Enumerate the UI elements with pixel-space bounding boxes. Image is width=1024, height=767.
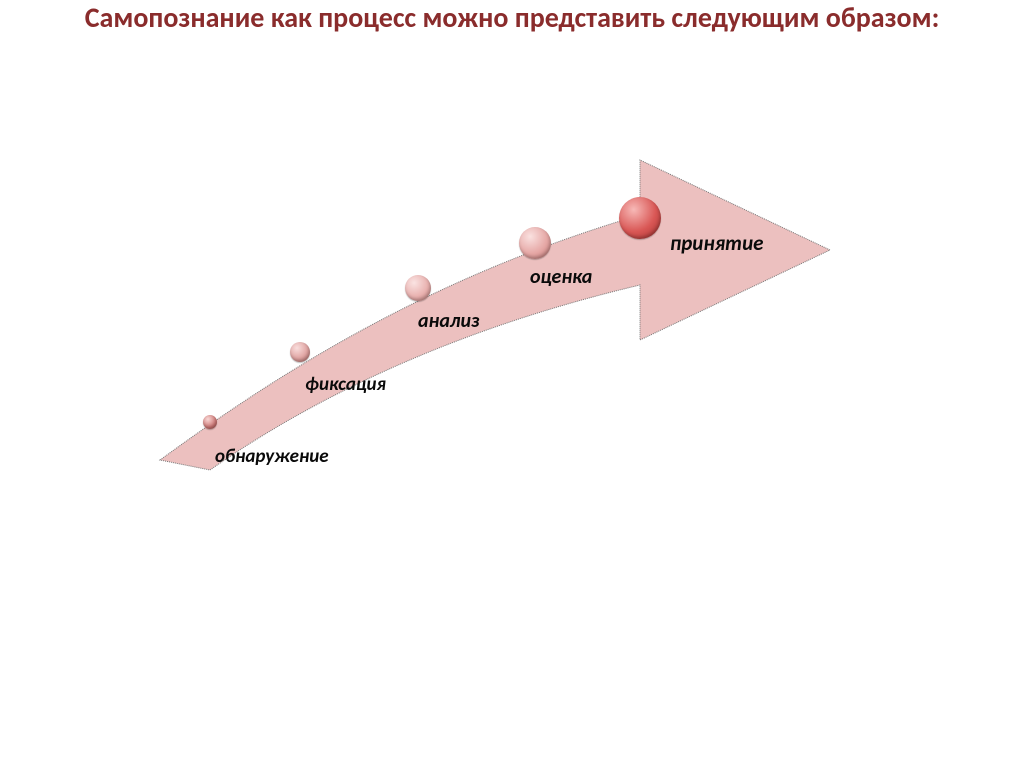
process-arrow: [0, 0, 1024, 767]
stage-label-fixation: фиксация: [305, 373, 386, 396]
stage-label-acceptance: принятие: [670, 230, 763, 256]
stage-dot-discovery: [203, 415, 217, 429]
stage-label-analysis: анализ: [418, 309, 480, 333]
stage-label-evaluation: оценка: [530, 265, 592, 289]
stage-dot-analysis: [405, 275, 431, 301]
stage-dot-evaluation: [519, 227, 551, 259]
stage-dot-acceptance: [619, 197, 661, 239]
stage-label-discovery: обнаружение: [215, 445, 329, 468]
arrow-body-icon: [160, 160, 830, 470]
stage-dot-fixation: [290, 342, 310, 362]
